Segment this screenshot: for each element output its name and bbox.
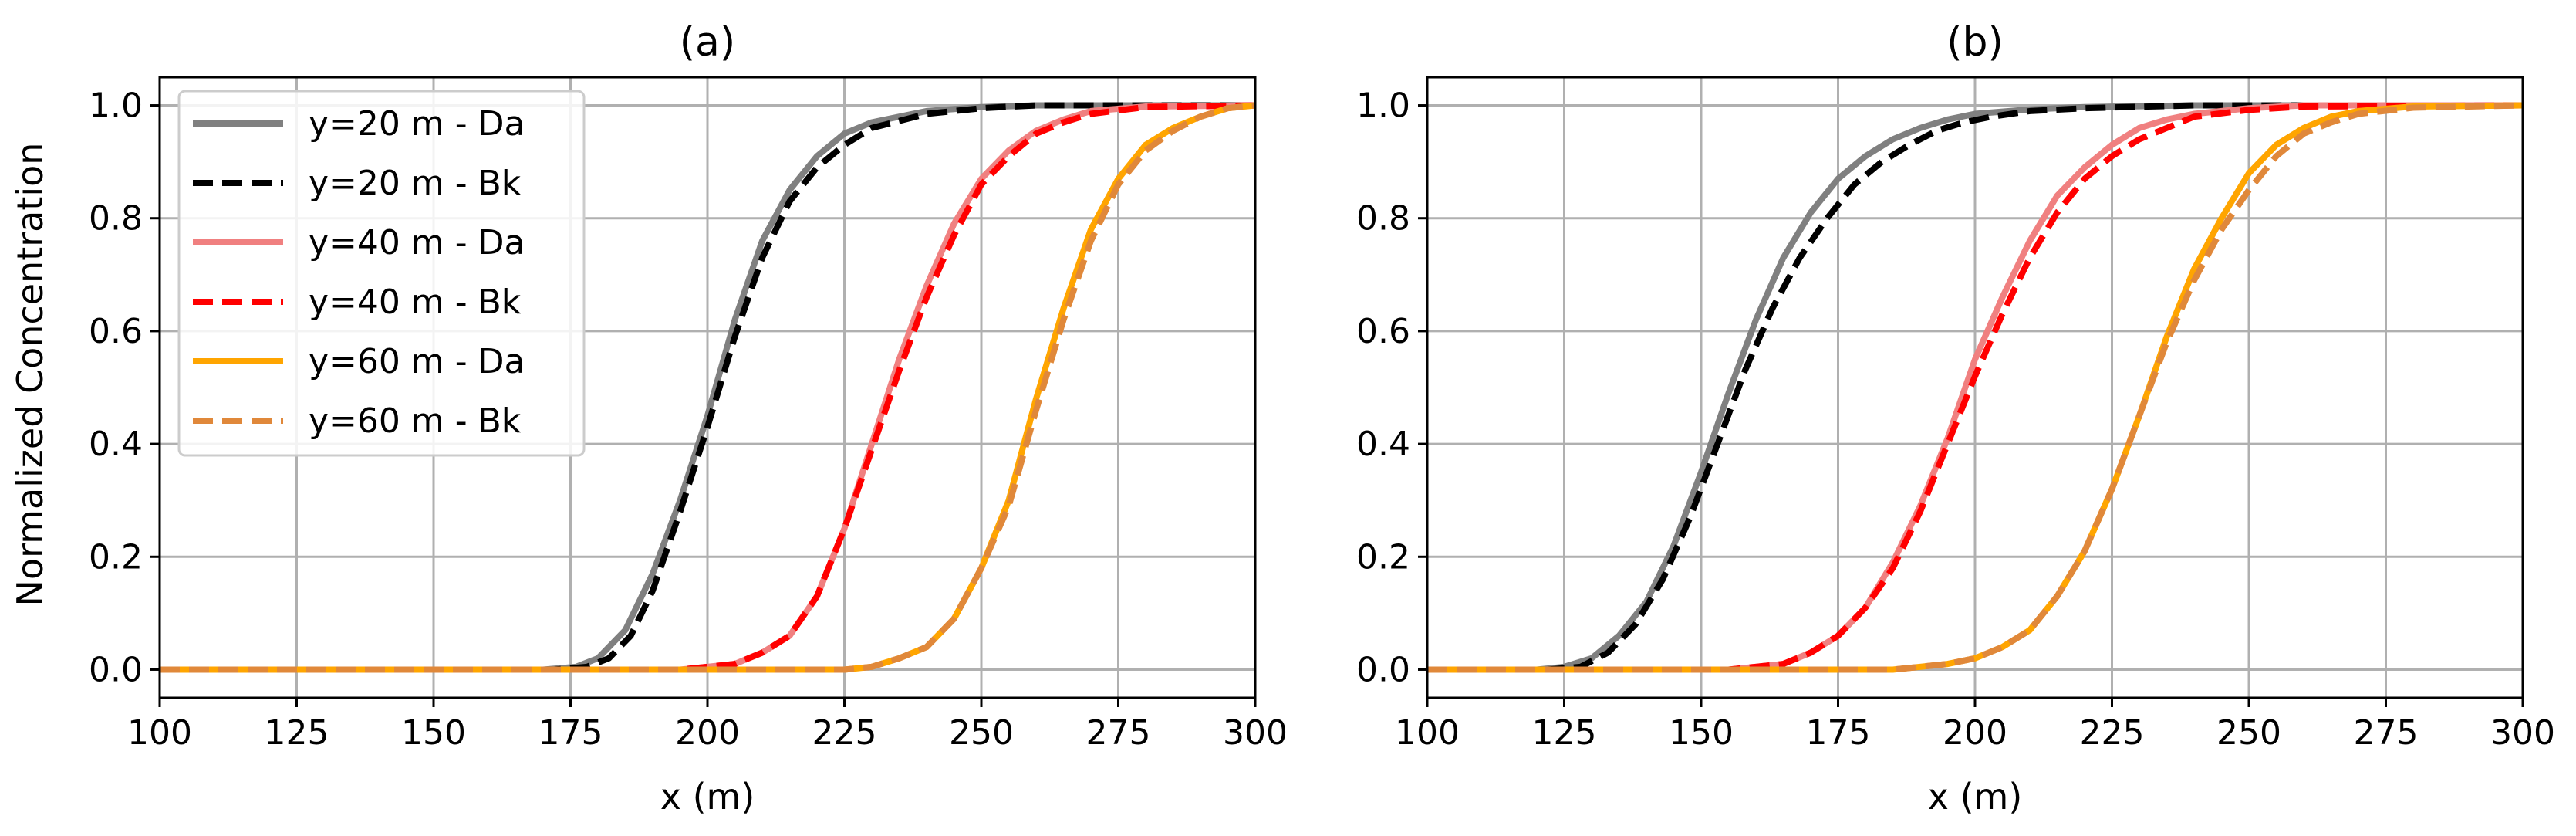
x-tick-label: 175 — [538, 713, 603, 753]
y-tick-label: 0.2 — [1356, 537, 1410, 577]
x-tick-label: 225 — [812, 713, 877, 753]
x-tick-label: 200 — [675, 713, 740, 753]
x-tick-label: 250 — [949, 713, 1014, 753]
x-axis-label: x (m) — [1928, 776, 2023, 817]
legend-label: y=60 m - Da — [309, 342, 525, 381]
y-tick-label: 0.4 — [1356, 425, 1410, 464]
series-line-y-60-m-bk — [160, 102, 1256, 673]
legend-label: y=40 m - Da — [309, 223, 525, 262]
legend: y=20 m - Da y=20 m - Bk y=40 m - Da y=40 m … — [177, 90, 586, 457]
y-tick-label: 0.0 — [89, 650, 143, 689]
x-tick-label: 200 — [1943, 713, 2007, 753]
y-tick-label: 0.8 — [89, 199, 143, 239]
series-line-y-40-m-bk — [1427, 102, 2524, 673]
x-tick-label: 275 — [1086, 713, 1151, 753]
legend-label: y=20 m - Bk — [309, 164, 522, 203]
legend-label: y=20 m - Da — [309, 104, 525, 144]
x-tick-label: 100 — [127, 713, 192, 753]
x-tick-label: 125 — [265, 713, 329, 753]
x-tick-label: 250 — [2216, 713, 2281, 753]
y-tick-label: 0.4 — [89, 425, 143, 464]
series-line-y-20-m-da — [1427, 102, 2523, 673]
y-tick-label: 0.2 — [89, 537, 143, 577]
series-line-y-40-m-bk — [160, 102, 1256, 673]
y-axis-label: Normalized Concentration — [9, 143, 51, 607]
legend-label: y=60 m - Bk — [309, 401, 522, 441]
x-axis-label: x (m) — [660, 776, 755, 817]
panel-a: 100 125 150 175 200 225 250 275 300 0.0 0.2 0.4 0.6 0… — [89, 19, 1288, 817]
x-tick-label: 275 — [2354, 713, 2419, 753]
series-line-y-20-m-bk — [1427, 102, 2523, 673]
x-tick-label: 225 — [2080, 713, 2145, 753]
y-tick-label: 0.0 — [1356, 650, 1410, 689]
panel-b: 100 125 150 175 200 225 250 275 300 0.0 0.2 0.4 0.6 0… — [1356, 19, 2555, 817]
series-line-y-20-m-bk — [160, 102, 1255, 673]
x-tick-label: 150 — [401, 713, 466, 753]
x-tick-label: 300 — [1223, 713, 1288, 753]
y-tick-label: 1.0 — [1356, 86, 1410, 126]
y-tick-label: 0.8 — [1356, 199, 1410, 239]
x-tick-label: 100 — [1395, 713, 1460, 753]
y-tick-label: 0.6 — [89, 312, 143, 351]
x-tick-label: 125 — [1532, 713, 1597, 753]
x-tick-label: 300 — [2490, 713, 2555, 753]
y-tick-label: 1.0 — [89, 86, 143, 126]
y-tick-label: 0.6 — [1356, 312, 1410, 351]
series-line-y-60-m-bk — [1427, 102, 2524, 673]
legend-label: y=40 m - Bk — [309, 283, 522, 322]
panel-title: (a) — [680, 19, 735, 66]
x-tick-label: 150 — [1669, 713, 1734, 753]
panel-title: (b) — [1946, 19, 2004, 66]
x-tick-label: 175 — [1806, 713, 1871, 753]
